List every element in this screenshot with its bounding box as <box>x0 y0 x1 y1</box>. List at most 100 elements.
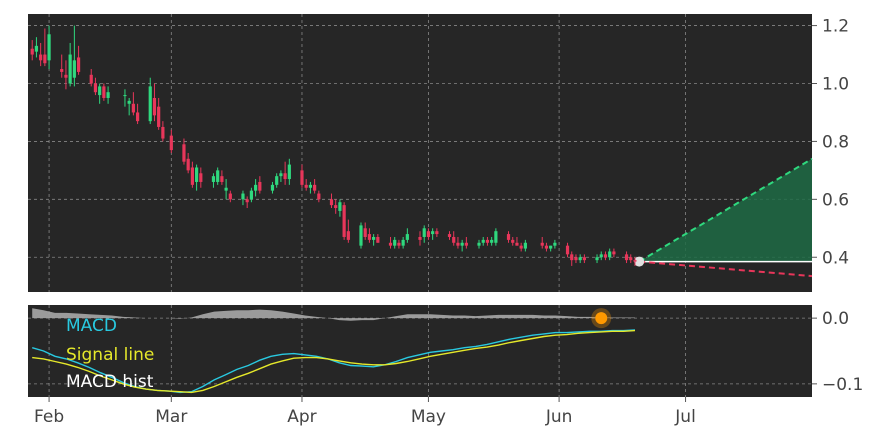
candle <box>308 181 313 194</box>
x-tick-label: May <box>411 407 446 427</box>
candle <box>182 138 186 165</box>
x-tick-label: Apr <box>287 407 316 427</box>
candle <box>161 121 165 142</box>
candle <box>123 89 127 107</box>
candle <box>422 225 426 243</box>
candle <box>401 236 405 249</box>
candle <box>363 222 367 240</box>
price-y-tick-label: 0.8 <box>822 132 849 152</box>
candle <box>127 97 131 116</box>
candle <box>376 234 380 243</box>
candle <box>346 219 350 243</box>
candle <box>582 254 586 264</box>
legend-signal: Signal line <box>66 345 154 365</box>
legend-hist: MACD hist <box>66 372 154 392</box>
candle <box>418 231 422 246</box>
candle <box>30 40 34 61</box>
candlesticks <box>30 25 637 266</box>
candle <box>64 60 68 90</box>
candle <box>224 179 228 200</box>
candle <box>456 236 460 249</box>
candle <box>553 239 557 249</box>
candle <box>397 239 401 249</box>
candle <box>540 236 544 249</box>
candle <box>317 190 321 203</box>
signal-line <box>32 329 636 394</box>
candle <box>405 228 409 243</box>
candle <box>494 228 498 246</box>
candle <box>76 45 81 75</box>
legend-macd: MACD <box>66 316 117 336</box>
candle <box>275 173 279 188</box>
candle <box>241 190 245 206</box>
candle <box>511 236 515 246</box>
candle <box>452 231 456 246</box>
candle <box>43 28 47 67</box>
candle <box>426 228 431 240</box>
candle <box>431 228 435 240</box>
candle <box>254 179 258 197</box>
candle <box>338 199 342 217</box>
candle <box>342 202 346 240</box>
candle <box>72 25 76 87</box>
price-y-tick-label: 0.6 <box>822 190 849 210</box>
candle <box>68 42 72 87</box>
candle <box>477 239 481 249</box>
candle <box>190 161 194 188</box>
forecast-cone <box>634 157 813 278</box>
candle <box>102 83 106 101</box>
candle <box>34 37 39 58</box>
candle <box>228 190 232 203</box>
macd-line <box>32 329 636 394</box>
candle <box>249 187 253 203</box>
candle <box>599 251 603 261</box>
candle <box>633 257 637 266</box>
x-tick-label: Jun <box>545 407 573 427</box>
candle <box>372 234 376 246</box>
last-price-dot <box>634 256 645 267</box>
candle <box>629 254 633 264</box>
candle <box>574 254 578 264</box>
candle <box>595 254 599 264</box>
candle <box>287 158 291 185</box>
candle <box>515 236 519 246</box>
candle <box>60 54 64 78</box>
candle <box>565 242 570 258</box>
histogram-area <box>32 308 635 321</box>
candle <box>490 236 494 246</box>
candle <box>506 231 511 243</box>
candle <box>283 161 287 185</box>
candle <box>334 199 338 214</box>
candle <box>608 248 612 261</box>
candle <box>258 176 262 194</box>
candle <box>220 170 224 185</box>
x-axis-ticks: Feb Mar Apr May Jun Jul <box>34 397 696 427</box>
macd-lines <box>32 308 636 394</box>
candle <box>39 42 43 67</box>
candle <box>216 167 220 185</box>
candle <box>393 236 397 249</box>
macd-legend: MACD Signal line MACD hist <box>66 316 154 392</box>
candle <box>329 193 334 209</box>
candle <box>544 242 549 252</box>
candle <box>135 103 140 125</box>
candle <box>523 239 527 252</box>
price-y-tick-label: 1.2 <box>822 17 849 37</box>
x-tick-label: Jul <box>674 407 696 427</box>
candle <box>279 170 283 182</box>
candle <box>313 179 317 194</box>
macd-y-tick-label: 0.0 <box>822 309 849 329</box>
candle <box>388 236 393 249</box>
x-tick-label: Feb <box>34 407 64 427</box>
candle <box>367 228 372 243</box>
candle <box>464 236 468 249</box>
candle <box>131 92 135 116</box>
signal-marker <box>595 312 608 325</box>
candle <box>481 236 485 246</box>
candle <box>485 236 490 246</box>
candle <box>447 231 452 240</box>
candle <box>570 251 574 266</box>
candle <box>270 181 275 194</box>
forecast-lower-line <box>639 260 813 278</box>
candle <box>211 173 216 188</box>
